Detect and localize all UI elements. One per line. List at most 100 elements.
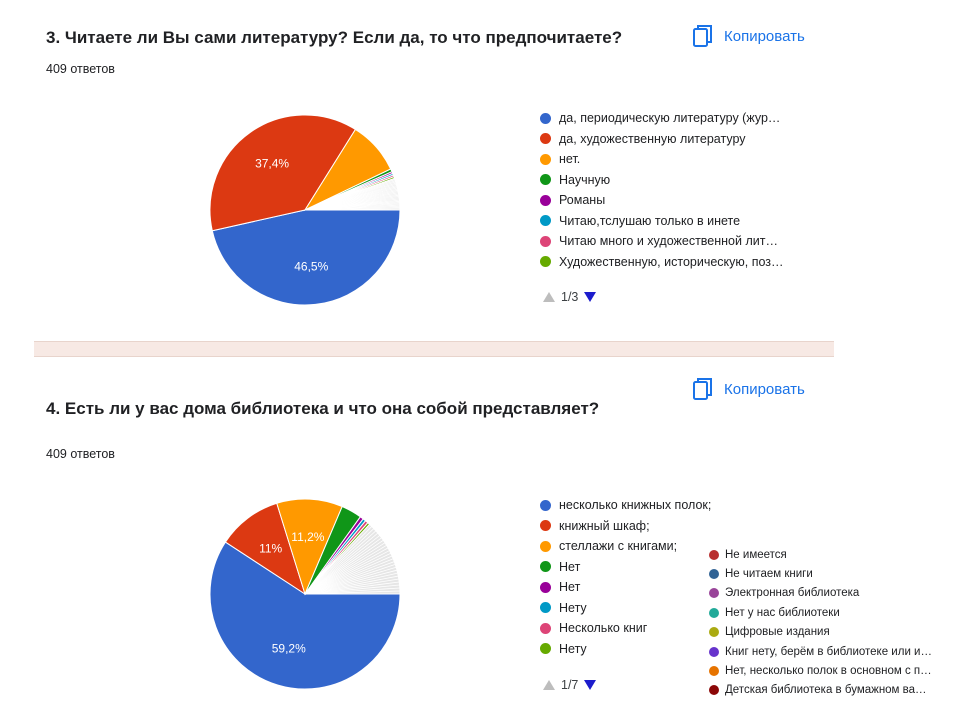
legend-label: да, художественную литературу bbox=[559, 131, 746, 146]
legend-label: Нет bbox=[559, 559, 581, 574]
pie-slice-separator bbox=[304, 539, 384, 595]
legend-q3: да, периодическую литературу (жур… да, ху… bbox=[540, 108, 784, 272]
legend-dot-icon bbox=[709, 549, 719, 560]
legend-dot-icon bbox=[540, 174, 551, 186]
legend-label: Детская библиотека в бумажном ва… bbox=[725, 684, 927, 697]
section-divider bbox=[34, 341, 834, 357]
pie-slice-separator bbox=[304, 532, 379, 595]
legend-dot-icon bbox=[709, 569, 719, 580]
legend-label: Электронная библиотека bbox=[725, 587, 860, 600]
pie-slice-separator bbox=[304, 544, 387, 595]
pie-slice-separator bbox=[304, 572, 398, 595]
pager-prev-icon[interactable] bbox=[543, 292, 555, 302]
copy-icon bbox=[692, 377, 714, 401]
pie-slice bbox=[211, 209, 401, 306]
legend-item[interactable]: Художественную, историческую, поз… bbox=[540, 252, 784, 273]
pager-prev-icon[interactable] bbox=[543, 680, 555, 690]
legend-dot-icon bbox=[540, 256, 551, 268]
legend-item[interactable]: стеллажи с книгами; bbox=[540, 536, 711, 557]
legend-item[interactable]: Электронная библиотека bbox=[709, 584, 932, 603]
legend-item[interactable]: Читаю много и художественной лит… bbox=[540, 231, 784, 252]
pie-slice-separator bbox=[304, 564, 396, 595]
legend-label: Нет у нас библиотеки bbox=[725, 606, 840, 619]
legend-item[interactable]: Нет bbox=[540, 577, 711, 598]
legend-label: Романы bbox=[559, 193, 606, 208]
copy-button-label: Копировать bbox=[724, 27, 805, 45]
legend-label: книжный шкаф; bbox=[559, 518, 650, 533]
pie-slice-separator bbox=[304, 526, 373, 595]
pie-slice-separator bbox=[304, 530, 377, 595]
pie-slice-separator bbox=[304, 552, 391, 595]
pie-slice-separator bbox=[304, 555, 393, 595]
pie-slice-separator bbox=[304, 575, 399, 595]
legend-item[interactable]: Несколько книг bbox=[540, 618, 711, 639]
legend-label: Книг нету, берём в библиотеке или и… bbox=[725, 645, 932, 658]
legend-item[interactable]: Цифровые издания bbox=[709, 623, 932, 642]
pie-slice-separator bbox=[304, 547, 389, 595]
pager-next-icon[interactable] bbox=[584, 680, 597, 690]
pie-slice-separator bbox=[304, 550, 390, 595]
legend-item[interactable]: Нету bbox=[540, 598, 711, 619]
pie-slice-separator bbox=[304, 569, 398, 595]
pie-slice-separator bbox=[304, 542, 386, 595]
legend-item[interactable]: нет. bbox=[540, 149, 784, 170]
pie-slice-separator bbox=[304, 581, 400, 595]
pie-slice bbox=[224, 502, 306, 596]
legend-label: нет. bbox=[559, 152, 581, 167]
legend-dot-icon bbox=[540, 540, 551, 552]
legend-label: Несколько книг bbox=[559, 621, 648, 636]
legend-item[interactable]: Нету bbox=[540, 639, 711, 660]
legend-label: несколько книжных полок; bbox=[559, 498, 712, 513]
legend-dot-icon bbox=[540, 499, 551, 511]
question-3-response-count: 409 ответов bbox=[46, 62, 115, 76]
legend-label: Не читаем книги bbox=[725, 568, 813, 581]
legend-dot-icon bbox=[709, 666, 719, 677]
copy-button-q4[interactable]: Копировать bbox=[692, 377, 805, 401]
question-4-title: 4. Есть ли у вас дома библиотека и что о… bbox=[46, 399, 600, 418]
pie-slice-separator bbox=[304, 561, 395, 595]
legend-dot-icon bbox=[709, 685, 719, 696]
pager-q4: 1/7 bbox=[543, 678, 597, 692]
legend-item[interactable]: Не имеется bbox=[709, 545, 932, 564]
pie-slice-separator bbox=[304, 558, 394, 595]
legend-item[interactable]: да, художественную литературу bbox=[540, 129, 784, 150]
pager-q3: 1/3 bbox=[543, 290, 597, 304]
legend-dot-icon bbox=[709, 607, 719, 618]
pie-slice-separator bbox=[304, 208, 400, 211]
legend-dot-icon bbox=[709, 588, 719, 599]
pie-chart-q3: 46,5% 37,4% bbox=[209, 114, 401, 306]
legend-dot-icon bbox=[540, 112, 551, 124]
legend-item[interactable]: Романы bbox=[540, 190, 784, 211]
legend-label: Читаю,тслушаю только в инете bbox=[559, 213, 741, 228]
legend-item[interactable]: несколько книжных полок; bbox=[540, 495, 711, 516]
slice-percent-label: 11% bbox=[259, 542, 282, 556]
legend-item[interactable]: Читаю,тслушаю только в инете bbox=[540, 211, 784, 232]
legend-label: Читаю много и художественной лит… bbox=[559, 234, 778, 249]
legend-item[interactable]: Не читаем книги bbox=[709, 564, 932, 583]
legend-dot-icon bbox=[709, 646, 719, 657]
pager-next-icon[interactable] bbox=[584, 292, 597, 302]
legend-label: Научную bbox=[559, 172, 611, 187]
slice-percent-label: 46,5% bbox=[294, 260, 328, 274]
legend-dot-icon bbox=[709, 627, 719, 638]
pie-slice-separator bbox=[304, 584, 400, 595]
legend-item[interactable]: Нет, несколько полок в основном с п… bbox=[709, 661, 932, 680]
legend-dot-icon bbox=[540, 602, 551, 614]
legend-dot-icon bbox=[540, 581, 551, 593]
legend-dot-icon bbox=[540, 235, 551, 247]
legend-item[interactable]: Нет bbox=[540, 557, 711, 578]
legend-label: Нет bbox=[559, 580, 581, 595]
legend-item[interactable]: Детская библиотека в бумажном ва… bbox=[709, 681, 932, 700]
legend-item[interactable]: книжный шкаф; bbox=[540, 516, 711, 537]
legend-item[interactable]: да, периодическую литературу (жур… bbox=[540, 108, 784, 129]
slice-percent-label: 59,2% bbox=[272, 642, 306, 656]
legend-dot-icon bbox=[540, 133, 551, 145]
copy-button-q3[interactable]: Копировать bbox=[692, 24, 805, 48]
pager-text-q3: 1/3 bbox=[561, 290, 579, 304]
pie-slice-separator bbox=[304, 535, 381, 595]
pie-slice-separator bbox=[304, 528, 375, 595]
legend-item[interactable]: Книг нету, берём в библиотеке или и… bbox=[709, 642, 932, 661]
pie-slice bbox=[209, 114, 357, 232]
legend-item[interactable]: Научную bbox=[540, 170, 784, 191]
legend-item[interactable]: Нет у нас библиотеки bbox=[709, 603, 932, 622]
